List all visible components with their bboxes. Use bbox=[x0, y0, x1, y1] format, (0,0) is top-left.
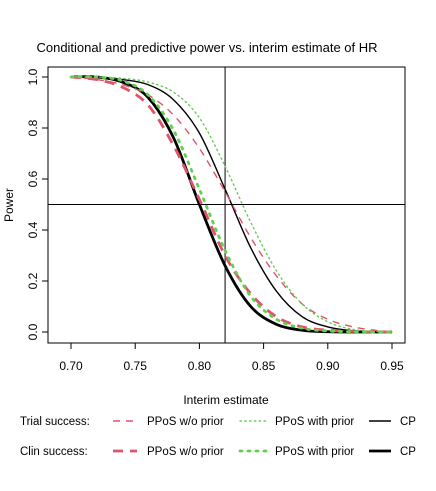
y-tick-label: 0.4 bbox=[26, 221, 40, 238]
x-tick-label: 0.80 bbox=[188, 359, 212, 373]
legend-entry-clin-cp: CP bbox=[400, 446, 416, 458]
series-line-clin-ppos-with-prior bbox=[69, 75, 394, 334]
x-tick-label: 0.90 bbox=[316, 359, 340, 373]
x-tick-label: 0.75 bbox=[124, 359, 148, 373]
legend-row-label-clin: Clin success: bbox=[20, 446, 88, 458]
series-line-trial-ppos-without-prior bbox=[70, 76, 393, 332]
legend-entry-trial-cp: CP bbox=[400, 416, 416, 428]
y-tick-label: 0.6 bbox=[26, 170, 40, 187]
series-line-clin-ppos-without-prior bbox=[70, 75, 393, 334]
legend-entry-clin-ppos-with-prior: PPoS with prior bbox=[275, 446, 354, 458]
x-tick-label: 0.70 bbox=[59, 359, 83, 373]
series-group bbox=[69, 75, 394, 334]
reference-lines bbox=[48, 67, 405, 343]
legend-entry-clin-ppos-without-prior: PPoS w/o prior bbox=[147, 446, 224, 458]
y-axis-label: Power bbox=[2, 188, 16, 222]
x-tick-label: 0.95 bbox=[380, 359, 404, 373]
y-tick-label: 0.2 bbox=[26, 272, 40, 289]
y-tick-label: 0.8 bbox=[26, 119, 40, 136]
x-axis: 0.70 0.75 0.80 0.85 0.90 0.95 bbox=[59, 342, 404, 373]
legend: Trial success: Clin success: PPoS w/o pr… bbox=[20, 416, 416, 458]
series-line-trial-ppos-with-prior bbox=[70, 76, 393, 333]
legend-entry-trial-ppos-with-prior: PPoS with prior bbox=[275, 416, 354, 428]
y-tick-label: 0.0 bbox=[26, 323, 40, 340]
x-axis-label: Interim estimate bbox=[183, 393, 269, 407]
y-tick-label: 1.0 bbox=[26, 68, 40, 85]
chart-title: Conditional and predictive power vs. int… bbox=[36, 40, 377, 55]
y-axis: 0.0 0.2 0.4 0.6 0.8 1.0 bbox=[26, 68, 49, 340]
x-tick-label: 0.85 bbox=[252, 359, 276, 373]
legend-row-label-trial: Trial success: bbox=[20, 416, 90, 428]
legend-swatches bbox=[113, 420, 391, 453]
legend-entry-trial-ppos-without-prior: PPoS w/o prior bbox=[147, 416, 224, 428]
